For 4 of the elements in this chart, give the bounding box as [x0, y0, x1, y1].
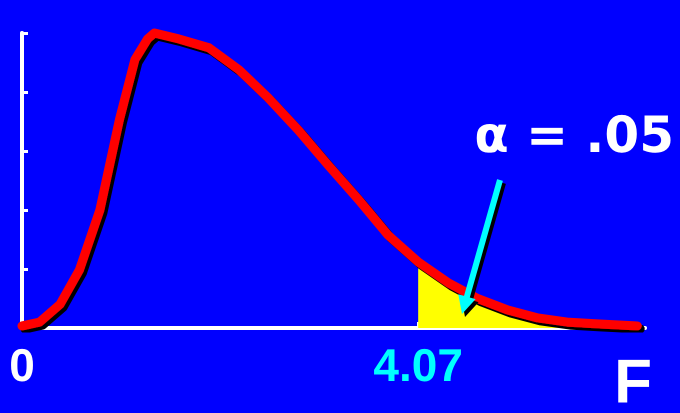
annotation: α = .05	[474, 106, 674, 164]
x-tick-label: 4.07	[373, 339, 463, 391]
x-tick-label: 0	[9, 339, 35, 391]
x-axis-title: F	[614, 348, 652, 413]
